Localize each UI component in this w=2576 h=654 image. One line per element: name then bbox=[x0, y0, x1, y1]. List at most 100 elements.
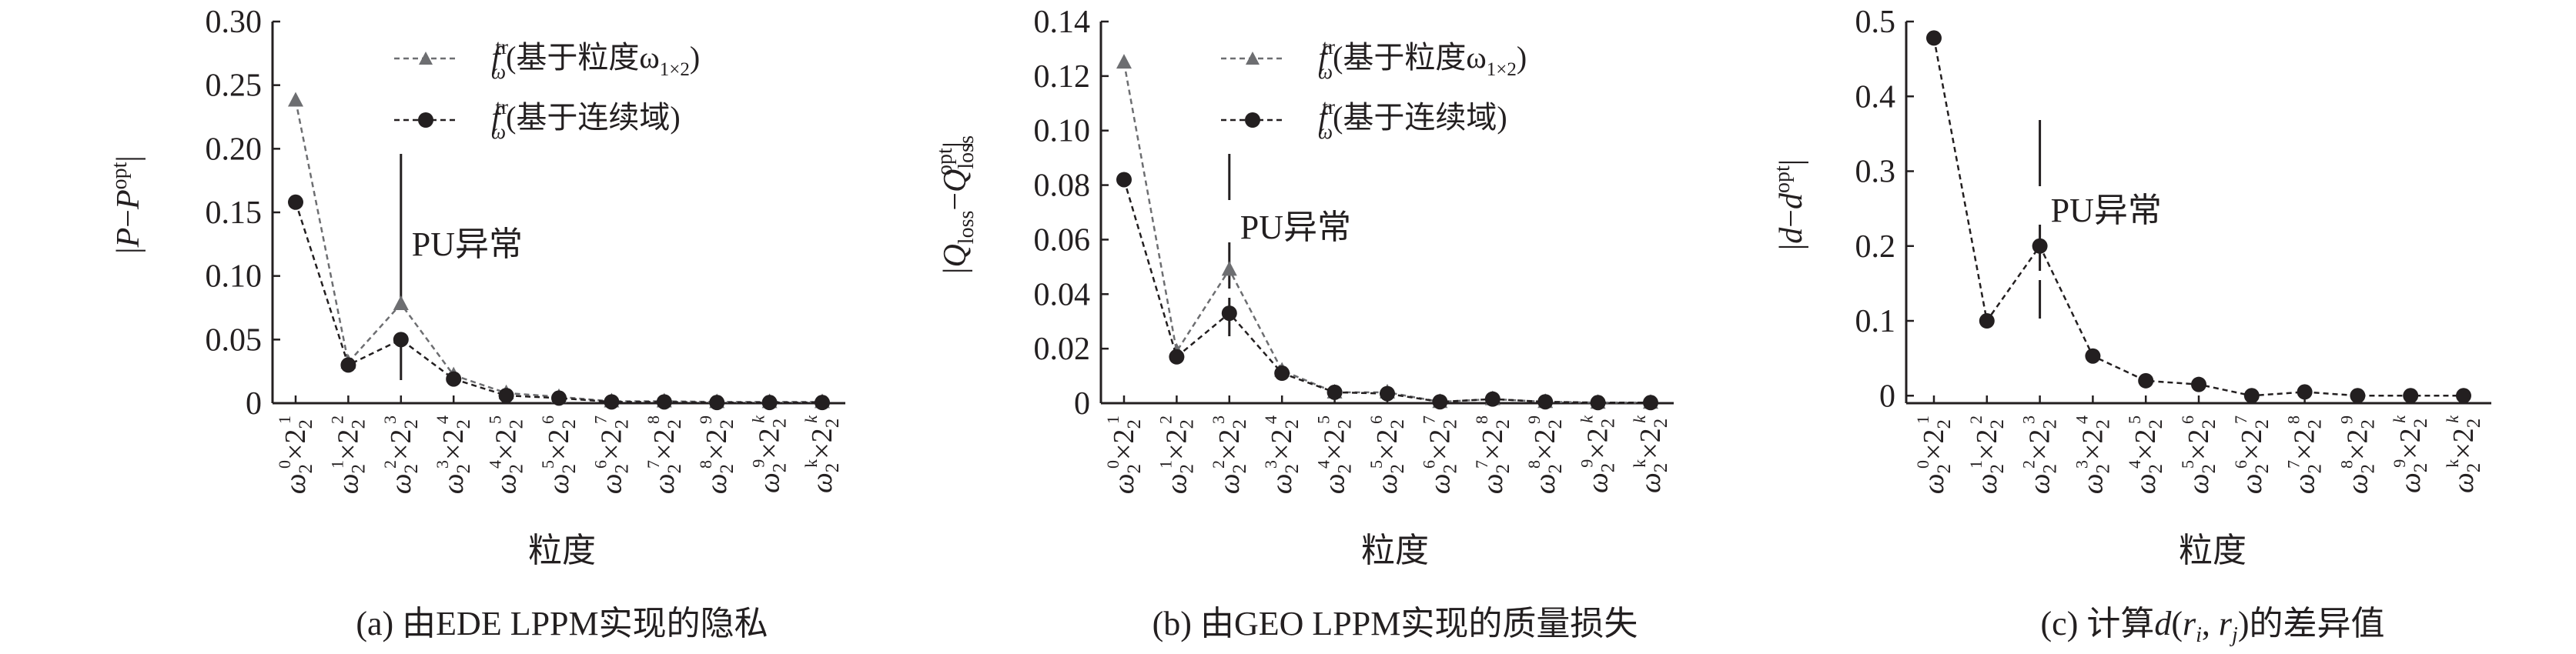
legend-b2-sup: tr bbox=[1323, 95, 1336, 118]
y-tick-label: 0.5 bbox=[1855, 5, 1896, 40]
chart-a-caption: (a) 由EDE LPPM实现的隐私 bbox=[356, 605, 768, 642]
x-tick-label: ω23×224 bbox=[433, 415, 474, 494]
legend-a-sup: tr bbox=[496, 35, 509, 58]
chart-b-pu-anomaly-label: PU异常 bbox=[1240, 209, 1351, 246]
x-tick-label: ω27×228 bbox=[644, 415, 685, 494]
chart-a-legend: ftr ω(基于粒度ω1×2) ftr ω(基于连续域) bbox=[394, 35, 700, 143]
x-tick-label: ω25×226 bbox=[538, 415, 580, 494]
circle-point bbox=[656, 394, 672, 410]
chart-a-pu-anomaly-label: PU异常 bbox=[412, 225, 523, 263]
legend-a-circle-marker bbox=[418, 112, 433, 128]
circle-point bbox=[340, 357, 356, 373]
x-tick-label: ω23×224 bbox=[1261, 415, 1303, 494]
y-tick-label: 0.3 bbox=[1855, 155, 1896, 190]
circle-point bbox=[1116, 172, 1132, 188]
chart-b-x-label: 粒度 bbox=[1361, 532, 1429, 569]
circle-point bbox=[1643, 395, 1658, 411]
chart-panel-b: 0 0.02 0.04 0.06 0.08 0.10 0.12 0.14 ω20×221 ω21… bbox=[933, 5, 1674, 642]
chart-b-y-label: |Qloss−Qlossopt| bbox=[933, 135, 979, 274]
y-tick-label: 0.1 bbox=[1855, 304, 1896, 339]
circle-point bbox=[1590, 395, 1606, 411]
circle-point bbox=[2403, 388, 2419, 404]
legend-a-sub: ω bbox=[491, 60, 506, 83]
circle-point bbox=[2191, 376, 2206, 392]
x-tick-label: ω20×221 bbox=[275, 415, 316, 494]
y-tick-label: 0.14 bbox=[1034, 5, 1091, 40]
legend-a-label-1: ftr ω(基于粒度ω1×2) bbox=[491, 35, 700, 83]
chart-a-x-label: 粒度 bbox=[528, 532, 596, 569]
x-tick-label: ω23×224 bbox=[2072, 415, 2113, 494]
chart-b-series bbox=[1116, 54, 1658, 411]
x-tick-label: ω20×221 bbox=[1103, 415, 1145, 494]
y-tick-label: 0 bbox=[1879, 379, 1895, 414]
chart-b-legend: ftr ω(基于粒度ω1×2) ftr ω(基于连续域) bbox=[1221, 35, 1527, 143]
circle-point bbox=[1432, 394, 1448, 410]
legend-b-triangle-marker bbox=[1246, 52, 1260, 65]
x-tick-label: ω21×222 bbox=[1156, 415, 1197, 494]
x-tick-label: ω21×222 bbox=[1966, 415, 2008, 494]
x-tick-label: ω2k×22k bbox=[1630, 415, 1671, 493]
x-tick-label: ω22×223 bbox=[380, 415, 422, 494]
y-tick-label: 0 bbox=[1074, 386, 1090, 422]
x-tick-label: ω2k×22k bbox=[2443, 415, 2484, 493]
circle-point bbox=[393, 332, 409, 348]
legend-b-label-2: ftr ω(基于连续域) bbox=[1318, 95, 1507, 143]
circle-point bbox=[2350, 388, 2366, 404]
legend-a-tail: ) bbox=[690, 40, 700, 75]
x-tick-label: ω24×225 bbox=[2125, 415, 2166, 494]
chart-c-x-label: 粒度 bbox=[2179, 532, 2246, 569]
chart-c-pu-anomaly-label: PU异常 bbox=[2051, 192, 2162, 229]
series-line-0 bbox=[294, 100, 822, 403]
x-tick-label: ω29×22k bbox=[2390, 415, 2431, 493]
circle-point bbox=[2085, 348, 2101, 364]
circle-point bbox=[1274, 365, 1290, 382]
y-tick-label: 0.08 bbox=[1034, 169, 1091, 204]
y-tick-label: 0.10 bbox=[206, 259, 263, 295]
circle-point bbox=[2138, 372, 2154, 389]
chart-c-caption: (c) 计算d(ri, rj)的差异值 bbox=[2041, 605, 2385, 647]
legend-a2-text: (基于连续域) bbox=[506, 100, 681, 135]
circle-point bbox=[551, 390, 567, 406]
y-tick-label: 0.05 bbox=[206, 322, 263, 358]
circle-point bbox=[2456, 388, 2471, 404]
x-tick-label: ω2k×22k bbox=[801, 415, 843, 493]
y-tick-label: 0.25 bbox=[206, 68, 263, 104]
triangle-point bbox=[288, 92, 303, 107]
legend-a-triangle-marker bbox=[419, 52, 433, 65]
chart-a-y-ticks: 0 0.05 0.10 0.15 0.20 0.25 0.30 bbox=[206, 5, 280, 422]
x-tick-label: ω28×229 bbox=[1524, 415, 1566, 494]
legend-a-sub2: 1×2 bbox=[660, 59, 690, 80]
chart-c-y-label: |d−dopt| bbox=[1771, 159, 1809, 250]
legend-a-label-2: ftr ω(基于连续域) bbox=[491, 95, 681, 143]
x-tick-label: ω25×226 bbox=[2178, 415, 2220, 494]
chart-c-y-ticks: 0 0.1 0.2 0.3 0.4 0.5 bbox=[1855, 5, 1914, 414]
chart-c-x-ticks: ω20×221 ω21×222 ω22×223 ω23×224 ω24×225 ω25×2… bbox=[1913, 395, 2484, 494]
circle-point bbox=[761, 395, 778, 411]
legend-b-sub2: 1×2 bbox=[1487, 59, 1517, 80]
legend-a-text: (基于粒度ω bbox=[506, 40, 660, 75]
x-tick-label: ω28×229 bbox=[696, 415, 738, 494]
x-tick-label: ω28×229 bbox=[2337, 415, 2378, 494]
x-tick-label: ω22×223 bbox=[2019, 415, 2061, 494]
x-tick-label: ω27×228 bbox=[1472, 415, 1514, 494]
circle-point bbox=[2297, 384, 2313, 400]
x-tick-label: ω29×22k bbox=[749, 415, 791, 493]
x-tick-label: ω24×225 bbox=[486, 415, 527, 494]
x-tick-label: ω26×227 bbox=[2231, 415, 2273, 494]
legend-b-text: (基于粒度ω bbox=[1333, 40, 1487, 75]
circle-point bbox=[1926, 30, 1942, 46]
y-tick-label: 0.06 bbox=[1034, 222, 1091, 258]
legend-b2-text: (基于连续域) bbox=[1333, 100, 1507, 135]
y-tick-label: 0.2 bbox=[1855, 229, 1896, 265]
y-tick-label: 0.12 bbox=[1034, 59, 1091, 95]
legend-b-sup: tr bbox=[1323, 35, 1336, 58]
y-tick-label: 0.10 bbox=[1034, 114, 1091, 149]
chart-b-y-ticks: 0 0.02 0.04 0.06 0.08 0.10 0.12 0.14 bbox=[1034, 5, 1109, 422]
circle-point bbox=[2243, 388, 2260, 404]
circle-point bbox=[446, 371, 462, 387]
y-tick-label: 0.15 bbox=[206, 195, 263, 231]
triangle-point bbox=[1221, 261, 1237, 276]
x-tick-label: ω22×223 bbox=[1209, 415, 1250, 494]
y-tick-label: 0.30 bbox=[206, 5, 263, 40]
